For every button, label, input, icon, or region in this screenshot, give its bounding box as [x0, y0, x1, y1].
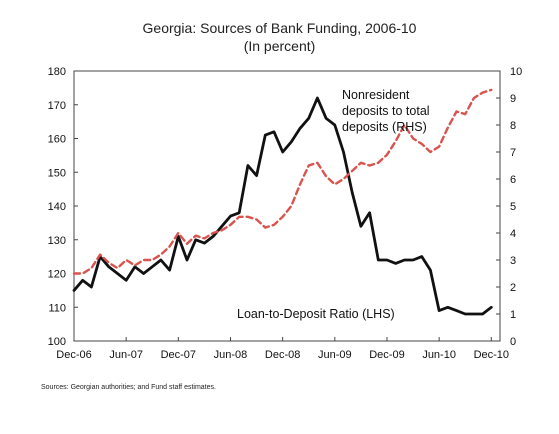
source-note: Sources: Georgian authorities; and Fund …: [41, 384, 216, 391]
left-axis-tick-label: 130: [48, 235, 66, 247]
right-axis-tick-label: 5: [510, 201, 516, 213]
right-axis-tick-label: 4: [510, 228, 516, 240]
left-axis-tick-label: 100: [48, 336, 66, 348]
left-axis-tick-label: 170: [48, 100, 66, 112]
x-axis-tick-label: Dec-08: [265, 349, 300, 361]
x-axis-tick-label: Dec-09: [369, 349, 404, 361]
right-axis-tick-label: 3: [510, 255, 516, 267]
rhs-series-label-line2: deposits to total: [342, 104, 430, 118]
right-axis-tick-label: 6: [510, 174, 516, 186]
left-axis-tick-label: 120: [48, 269, 66, 281]
x-axis-tick-label: Jun-07: [109, 349, 143, 361]
right-axis-tick-label: 8: [510, 120, 516, 132]
x-axis-tick-label: Dec-10: [474, 349, 509, 361]
left-axis-tick-label: 140: [48, 201, 66, 213]
chart-subtitle: (In percent): [243, 38, 316, 54]
left-axis-tick-label: 110: [48, 302, 66, 314]
x-axis-tick-label: Jun-10: [422, 349, 456, 361]
chart-title: Georgia: Sources of Bank Funding, 2006-1…: [142, 20, 417, 36]
right-axis-tick-label: 9: [510, 93, 516, 105]
left-axis-tick-label: 180: [48, 66, 66, 78]
series-line-nonresident-deposits: [72, 88, 493, 275]
right-axis-tick-label: 7: [510, 147, 516, 159]
x-axis-tick-label: Dec-06: [56, 349, 91, 361]
right-axis-tick-label: 1: [510, 309, 516, 321]
right-axis-tick-label: 2: [510, 282, 516, 294]
right-axis-tick-label: 10: [510, 66, 522, 78]
x-axis-tick-label: Jun-08: [214, 349, 248, 361]
series-line-loan-to-deposit: [72, 96, 493, 316]
lhs-series-label: Loan-to-Deposit Ratio (LHS): [237, 307, 395, 321]
x-axis-tick-label: Jun-09: [318, 349, 352, 361]
rhs-series-label-line3: deposits (RHS): [342, 120, 427, 134]
left-axis-tick-label: 150: [48, 167, 66, 179]
right-axis-tick-label: 0: [510, 336, 516, 348]
left-axis-tick-label: 160: [48, 134, 66, 146]
rhs-series-label-line1: Nonresident: [342, 88, 410, 102]
x-axis-tick-label: Dec-07: [161, 349, 196, 361]
